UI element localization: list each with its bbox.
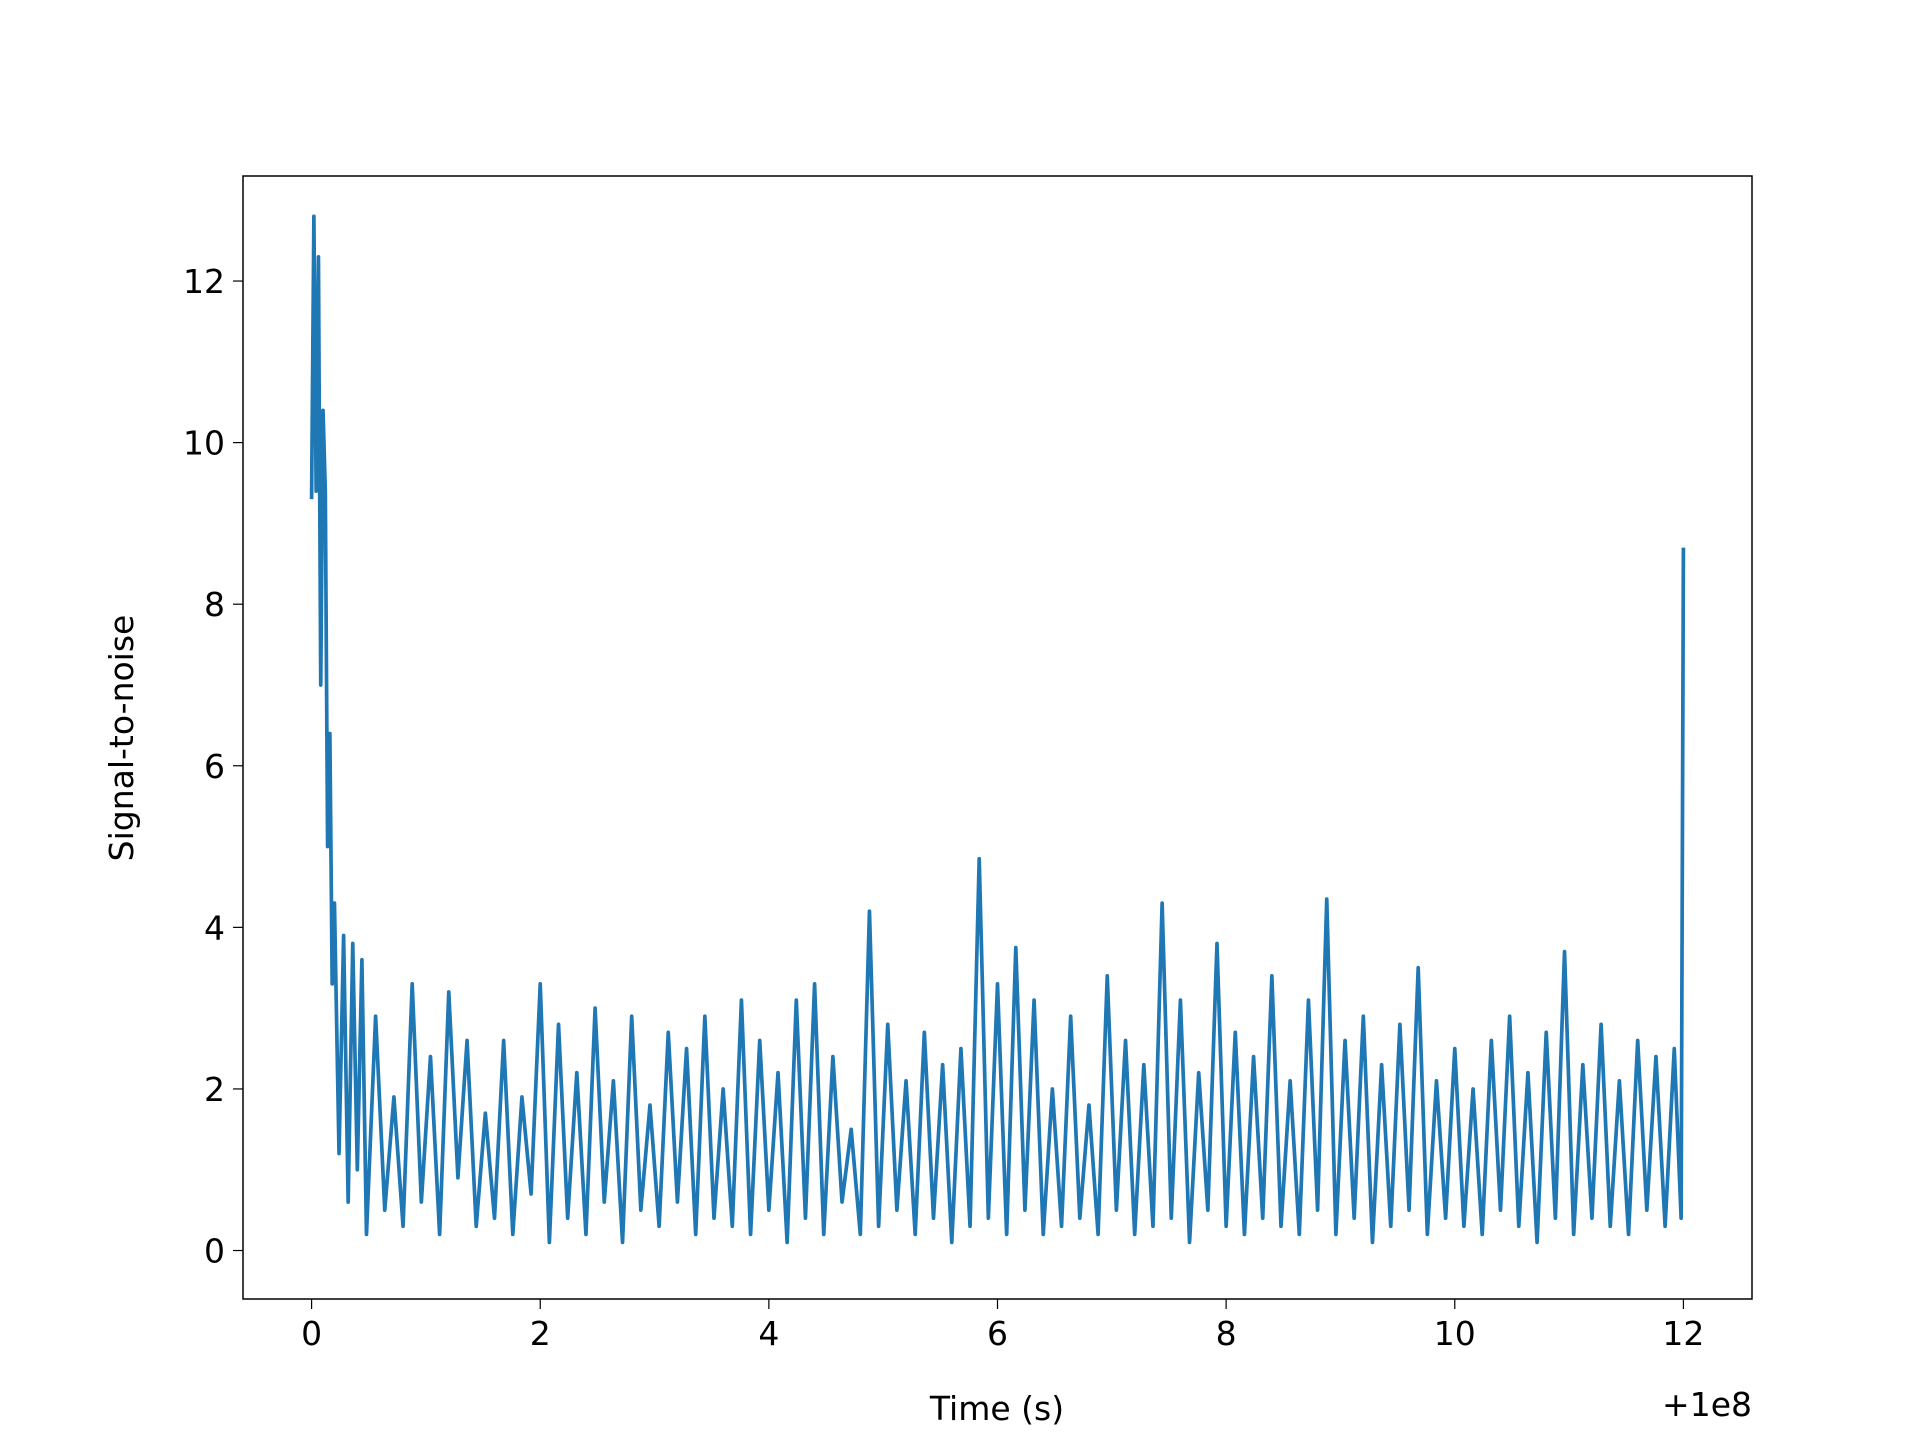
y-tick-label: 2	[204, 1070, 225, 1109]
y-axis-label: Signal-to-noise	[102, 615, 141, 862]
y-tick-label: 4	[204, 908, 225, 947]
y-tick-label: 6	[204, 747, 225, 786]
x-tick-label: 10	[1434, 1314, 1476, 1353]
y-tick-label: 0	[204, 1232, 225, 1271]
x-tick-label: 12	[1662, 1314, 1704, 1353]
x-offset-label: +1e8	[1662, 1385, 1752, 1424]
plot-frame	[242, 175, 1753, 1300]
x-tick-label: 2	[530, 1314, 551, 1353]
data-line	[309, 214, 1686, 1245]
x-tick-label: 4	[758, 1314, 779, 1353]
x-tick-label: 8	[1216, 1314, 1237, 1353]
y-tick-label: 10	[183, 424, 225, 463]
x-tick-label: 0	[301, 1314, 322, 1353]
x-axis-label: Time (s)	[929, 1389, 1064, 1428]
y-tick-label: 8	[204, 585, 225, 624]
y-tick-label: 12	[183, 262, 225, 301]
x-tick-label: 6	[987, 1314, 1008, 1353]
